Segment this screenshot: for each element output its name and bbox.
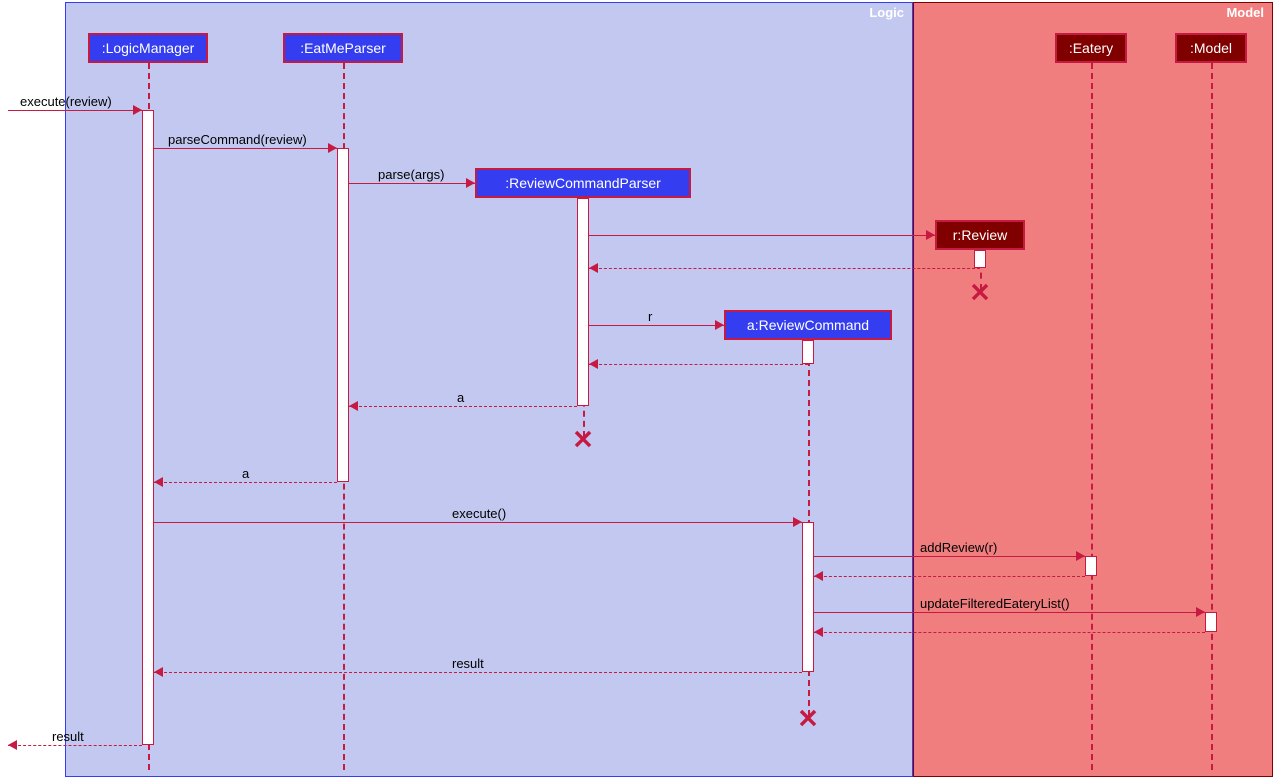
message-arrowhead-3 (926, 230, 935, 240)
message-label-15: result (52, 729, 84, 744)
message-arrowhead-2 (466, 178, 475, 188)
message-arrowhead-10 (1076, 551, 1085, 561)
destroy-rcp: ✕ (572, 425, 594, 456)
message-line-4 (589, 268, 980, 269)
message-label-9: execute() (452, 506, 506, 521)
message-line-13 (814, 632, 1205, 633)
message-label-7: a (457, 390, 464, 405)
participant-review: r:Review (935, 220, 1025, 250)
region-title-logic: Logic (869, 5, 904, 20)
region-model: Model (913, 2, 1273, 777)
participant-eatery: :Eatery (1055, 33, 1127, 63)
activation-eatery (1085, 556, 1097, 576)
message-label-0: execute(review) (20, 94, 112, 109)
activation-parser (337, 148, 349, 482)
activation-review (974, 250, 986, 268)
message-line-0 (8, 110, 142, 111)
message-label-10: addReview(r) (920, 540, 997, 555)
participant-logicmanager: :LogicManager (88, 33, 208, 63)
message-arrowhead-6 (589, 359, 598, 369)
message-arrowhead-4 (589, 263, 598, 273)
message-line-9 (154, 522, 802, 523)
message-arrowhead-9 (793, 517, 802, 527)
message-line-1 (154, 148, 337, 149)
activation-rc (802, 522, 814, 672)
message-arrowhead-15 (8, 740, 17, 750)
message-label-1: parseCommand(review) (168, 132, 307, 147)
message-line-2 (349, 183, 475, 184)
message-line-3 (589, 235, 935, 236)
message-arrowhead-5 (715, 320, 724, 330)
activation-logicmanager (142, 110, 154, 745)
message-arrowhead-12 (1196, 607, 1205, 617)
participant-rc: a:ReviewCommand (724, 310, 892, 340)
region-logic: Logic (65, 2, 913, 777)
activation-model (1205, 612, 1217, 632)
message-line-8 (154, 482, 337, 483)
message-arrowhead-8 (154, 477, 163, 487)
participant-parser: :EatMeParser (283, 33, 403, 63)
message-line-7 (349, 406, 577, 407)
message-arrowhead-13 (814, 627, 823, 637)
message-line-14 (154, 672, 802, 673)
message-label-5: r (648, 309, 652, 324)
activation-rc (802, 340, 814, 364)
participant-model: :Model (1175, 33, 1247, 63)
message-label-12: updateFilteredEateryList() (920, 596, 1070, 611)
region-title-model: Model (1226, 5, 1264, 20)
activation-rcp (577, 198, 589, 406)
message-arrowhead-1 (328, 143, 337, 153)
lifeline-eatery (1091, 63, 1093, 770)
lifeline-model (1211, 63, 1213, 770)
message-line-12 (814, 612, 1205, 613)
sequence-diagram: Logic Model :LogicManager :EatMeParser :Revi… (0, 0, 1283, 777)
message-label-8: a (242, 466, 249, 481)
message-label-14: result (452, 656, 484, 671)
message-line-11 (814, 576, 1085, 577)
participant-rcp: :ReviewCommandParser (475, 168, 691, 198)
message-arrowhead-7 (349, 401, 358, 411)
destroy-rc: ✕ (797, 704, 819, 735)
destroy-review: ✕ (969, 278, 991, 309)
message-line-5 (589, 325, 724, 326)
message-arrowhead-0 (133, 105, 142, 115)
message-arrowhead-11 (814, 571, 823, 581)
message-label-2: parse(args) (378, 167, 444, 182)
message-line-15 (8, 745, 142, 746)
message-arrowhead-14 (154, 667, 163, 677)
message-line-6 (589, 364, 808, 365)
message-line-10 (814, 556, 1085, 557)
